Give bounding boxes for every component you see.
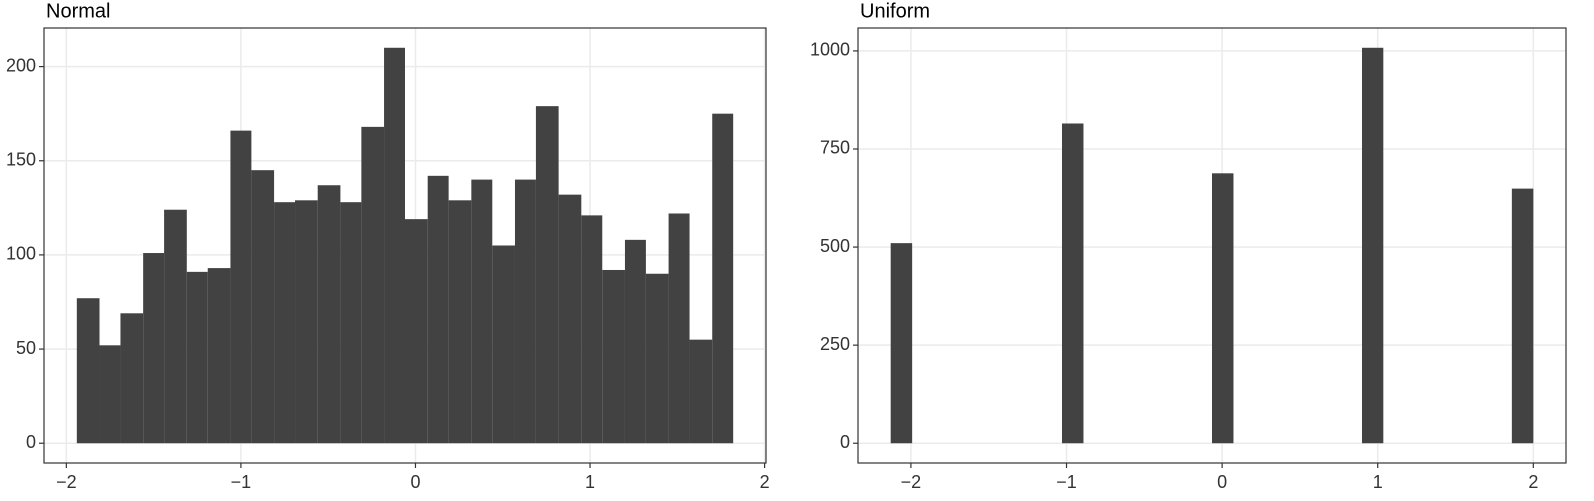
bar xyxy=(492,245,515,444)
bar xyxy=(427,175,449,444)
bar xyxy=(361,126,385,444)
bar xyxy=(99,345,121,444)
panel-border xyxy=(43,27,767,464)
bar xyxy=(602,269,625,444)
bar xyxy=(76,298,100,444)
bar xyxy=(207,268,231,444)
bar xyxy=(120,313,144,444)
y-tick-label: 0 xyxy=(840,432,850,452)
bar xyxy=(471,179,493,444)
bar xyxy=(1511,188,1534,444)
x-tick-label: 1 xyxy=(585,472,595,492)
bar xyxy=(1212,173,1234,444)
bar xyxy=(340,202,362,444)
y-tick-label: 150 xyxy=(6,150,36,170)
bar xyxy=(645,273,669,444)
bar xyxy=(405,219,428,444)
bar xyxy=(712,113,734,444)
x-tick-label: −2 xyxy=(56,472,77,492)
bar xyxy=(890,243,913,444)
y-tick-label: 500 xyxy=(820,236,850,256)
bar xyxy=(143,253,165,444)
bar xyxy=(668,213,690,444)
bar xyxy=(295,200,318,444)
bar xyxy=(384,47,405,444)
bar xyxy=(558,194,582,444)
bar xyxy=(164,209,187,444)
bar xyxy=(689,339,713,444)
panel-border xyxy=(857,27,1567,464)
x-tick-label: 2 xyxy=(1528,472,1538,492)
bar xyxy=(1061,123,1084,444)
x-tick-label: 0 xyxy=(410,472,420,492)
bar xyxy=(230,130,252,444)
panel-title: Normal xyxy=(46,0,110,22)
bar xyxy=(514,179,536,444)
bar xyxy=(535,106,559,444)
y-tick-label: 100 xyxy=(6,244,36,264)
x-tick-label: 1 xyxy=(1373,472,1383,492)
x-tick-label: −2 xyxy=(901,472,922,492)
bar xyxy=(317,185,341,444)
y-tick-label: 200 xyxy=(6,55,36,75)
y-tick-label: 750 xyxy=(820,138,850,158)
y-tick-label: 250 xyxy=(820,334,850,354)
y-tick-label: 50 xyxy=(16,338,36,358)
x-tick-label: −1 xyxy=(1056,472,1077,492)
y-tick-label: 0 xyxy=(26,432,36,452)
y-tick-label: 1000 xyxy=(810,40,850,60)
bar xyxy=(274,202,296,444)
bar xyxy=(581,215,603,444)
x-tick-label: 2 xyxy=(760,472,770,492)
x-tick-label: −1 xyxy=(231,472,252,492)
bar xyxy=(448,200,472,444)
bar xyxy=(1362,47,1384,444)
x-tick-label: 0 xyxy=(1217,472,1227,492)
bar xyxy=(624,239,646,444)
panel-title: Uniform xyxy=(860,0,930,22)
bar xyxy=(251,170,275,444)
bar xyxy=(186,271,208,444)
